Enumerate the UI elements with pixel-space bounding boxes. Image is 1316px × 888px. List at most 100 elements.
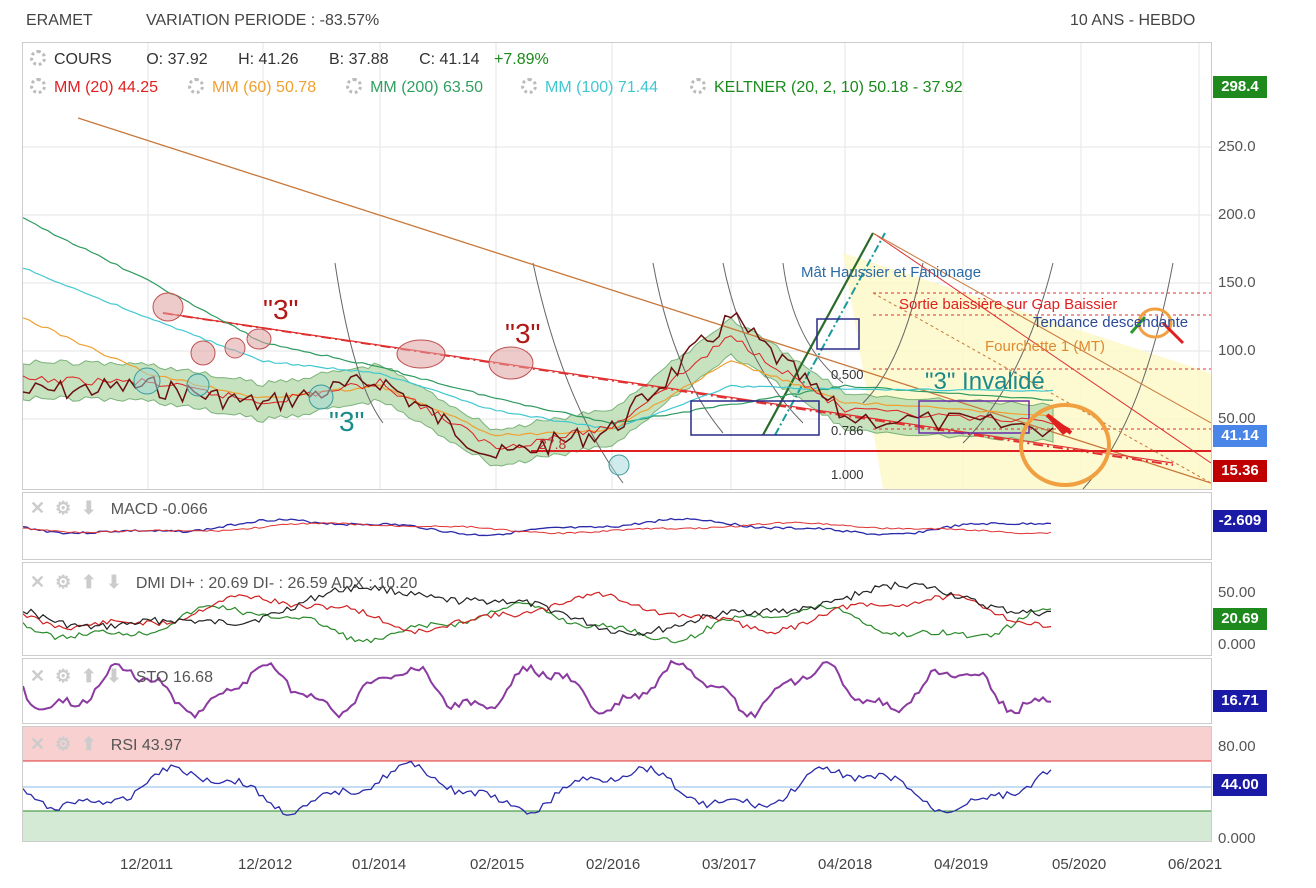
mm20-line xyxy=(22,335,1054,450)
close-value: C: 41.14 xyxy=(419,51,480,68)
cours-line xyxy=(22,311,1054,459)
gear-icon[interactable] xyxy=(30,50,46,66)
label-three-c: "3" xyxy=(329,406,364,437)
overbought-zone xyxy=(23,727,1211,761)
x-tick-label: 04/2019 xyxy=(934,856,989,873)
target-circle xyxy=(1019,403,1111,487)
mm100-line xyxy=(22,267,1054,430)
arrow-up-icon[interactable]: ⬆ xyxy=(81,734,97,754)
period-text[interactable]: 10 ANS - HEBDO xyxy=(1070,12,1196,29)
high-value: H: 41.26 xyxy=(238,51,299,68)
rsi-pane xyxy=(22,726,1212,842)
change-value: +7.89% xyxy=(494,51,549,68)
gann-arcs xyxy=(334,262,1174,490)
indicator-label: KELTNER (20, 2, 10) 50.18 - 37.92 xyxy=(713,79,963,96)
close-icon[interactable]: ✕ xyxy=(30,734,46,754)
sto-tag: 16.71 xyxy=(1213,690,1267,712)
price-tick: 150.0 xyxy=(1218,274,1256,291)
rsi-tick: 80.00 xyxy=(1218,738,1256,755)
close-icon[interactable]: ✕ xyxy=(30,498,46,518)
cours-legend: COURS O: 37.92 H: 41.26 B: 37.88 C: 41.1… xyxy=(30,50,549,69)
fan-3 xyxy=(872,292,1212,484)
macd-tag: -2.609 xyxy=(1213,510,1267,532)
indicator-legend: MM (20) 44.25 MM (60) 50.78 MM (200) 63.50… xyxy=(30,78,963,97)
consolidation-box-2 xyxy=(816,318,860,350)
long-downtrend xyxy=(77,117,1212,484)
consolidation-box-3 xyxy=(918,400,1030,434)
mm60-line xyxy=(22,317,1054,437)
sto-pane xyxy=(22,658,1212,724)
price-pane: "3" "3" "3" Mât Haussier et Fanionage So… xyxy=(22,42,1212,490)
gear-icon[interactable] xyxy=(188,78,205,94)
x-tick-label: 02/2016 xyxy=(586,856,641,873)
price-tick: 50.00 xyxy=(1218,410,1256,427)
red-support xyxy=(162,312,1174,464)
x-tick-label: 12/2011 xyxy=(120,856,174,873)
macd-label: ✕ ⚙ ⬇ MACD -0.066 xyxy=(30,498,208,518)
consolidation-box-1 xyxy=(690,400,820,436)
price-tick: 200.0 xyxy=(1218,206,1256,223)
x-tick-label: 06/2021 xyxy=(1168,856,1223,873)
macd-line xyxy=(22,517,1052,537)
dmi-pane xyxy=(22,562,1212,656)
x-tick-label: 04/2018 xyxy=(818,856,873,873)
rsi-line xyxy=(22,760,1052,816)
dmi-tag: 20.69 xyxy=(1213,608,1267,630)
rsi-label: ✕ ⚙ ⬆ RSI 43.97 xyxy=(30,734,182,754)
gear-icon[interactable] xyxy=(689,78,706,94)
gear-icon[interactable]: ⚙ xyxy=(55,734,72,754)
arrow-down-icon[interactable]: ⬇ xyxy=(106,666,122,686)
gear-icon[interactable] xyxy=(521,78,538,94)
fib-1000: 1.000 xyxy=(831,467,864,482)
down-arrow-2 xyxy=(1161,321,1185,345)
bottom-circles xyxy=(133,367,630,476)
gear-icon[interactable] xyxy=(30,78,46,94)
x-tick-label: 12/2012 xyxy=(238,856,293,873)
gear-icon[interactable]: ⚙ xyxy=(55,572,72,592)
label-fourchette: Fourchette 1 (MT) xyxy=(985,338,1105,355)
open-value: O: 37.92 xyxy=(146,51,208,68)
gear-icon[interactable] xyxy=(346,78,363,94)
indicator-label: MM (60) 50.78 xyxy=(212,79,317,96)
dmi-tick: 0.000 xyxy=(1218,636,1256,653)
fan-1 xyxy=(872,232,1212,464)
indicator-label: MM (20) 44.25 xyxy=(54,79,159,96)
indicator-label: MM (100) 71.44 xyxy=(545,79,658,96)
x-tick-label: 03/2017 xyxy=(702,856,757,873)
rsi-tag: 44.00 xyxy=(1213,774,1267,796)
dmi-tick: 50.00 xyxy=(1218,584,1256,601)
label-mat: Mât Haussier et Fanionage xyxy=(801,264,981,281)
close-icon[interactable]: ✕ xyxy=(30,666,46,686)
up-arrow xyxy=(1129,316,1147,334)
close-icon[interactable]: ✕ xyxy=(30,572,46,592)
fib-0786: 0.786 xyxy=(831,423,864,438)
price-chart: "3" "3" "3" Mât Haussier et Fanionage So… xyxy=(22,43,1212,490)
cours-label: COURS xyxy=(54,51,112,68)
fib-0500: 0.500 xyxy=(831,367,864,382)
arrow-up-icon[interactable]: ⬆ xyxy=(81,666,97,686)
dmi-label: ✕ ⚙ ⬆ ⬇ DMI DI+ : 20.69 DI- : 26.59 ADX : 1… xyxy=(30,572,418,592)
fan-2 xyxy=(872,232,1212,424)
label-invalide: "3" Invalidé xyxy=(925,368,1045,395)
arrow-down-icon[interactable]: ⬇ xyxy=(106,572,122,592)
label-sortie: Sortie baissière sur Gap Baissier xyxy=(899,296,1117,313)
variation-text: VARIATION PERIODE : -83.57% xyxy=(146,12,380,29)
gear-icon[interactable]: ⚙ xyxy=(55,666,72,686)
min-price-tag: 15.36 xyxy=(1213,460,1267,482)
label-tendance: Tendance descendante xyxy=(1033,314,1188,331)
price-tick: 100.0 xyxy=(1218,342,1256,359)
sto-label: ✕ ⚙ ⬆ ⬇ STO 16.68 xyxy=(30,666,213,686)
label-three-a: "3" xyxy=(263,294,298,325)
indicator-label: MM (200) 63.50 xyxy=(370,79,484,96)
arrow-down-icon[interactable]: ⬇ xyxy=(81,498,97,518)
level-27: 27.8 xyxy=(539,436,566,452)
x-tick-label: 05/2020 xyxy=(1052,856,1107,873)
gear-icon[interactable]: ⚙ xyxy=(55,498,72,518)
rsi-tick: 0.000 xyxy=(1218,830,1256,847)
top-circles xyxy=(152,292,534,380)
low-value: B: 37.88 xyxy=(329,51,389,68)
adx-line xyxy=(22,581,1051,637)
arrow-up-icon[interactable]: ⬆ xyxy=(81,572,97,592)
macd-signal xyxy=(22,521,1052,535)
last-price-tag: 41.14 xyxy=(1213,425,1267,447)
